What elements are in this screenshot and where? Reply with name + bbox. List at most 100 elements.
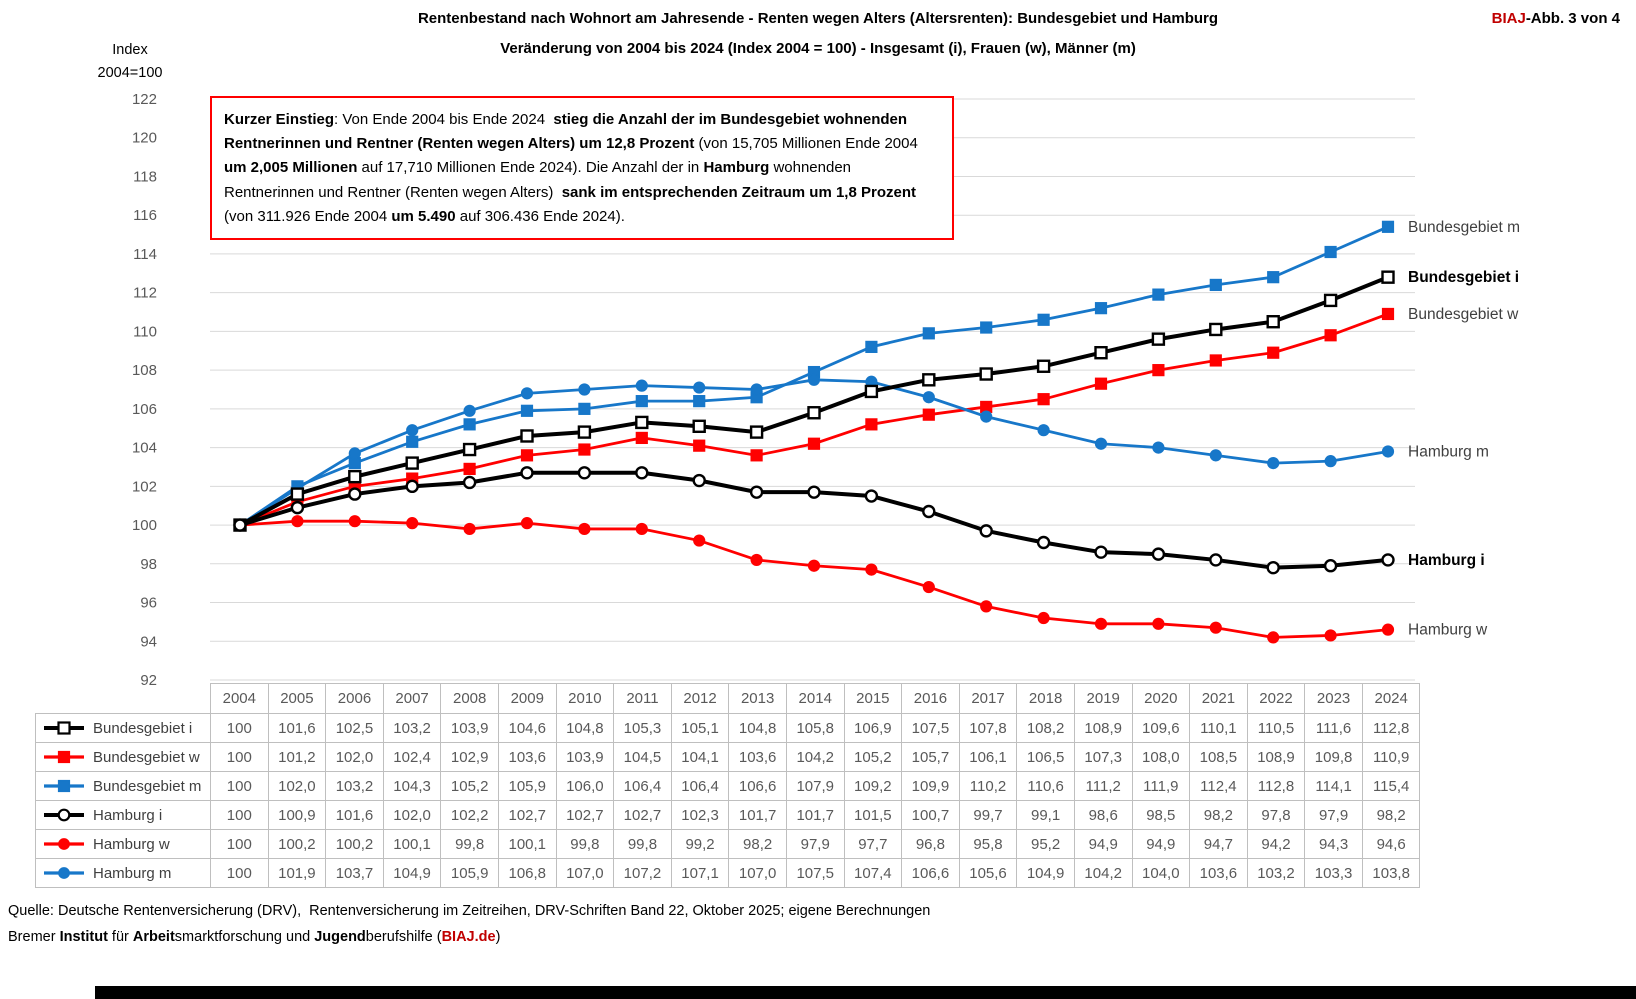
value-cell: 108,2: [1016, 713, 1075, 743]
series-marker: [807, 406, 821, 420]
series-marker: [348, 487, 362, 501]
value-cell: 102,7: [497, 800, 557, 830]
series-marker: [1036, 535, 1051, 550]
series-marker: [807, 373, 821, 386]
series-marker: [1209, 354, 1222, 367]
series-marker: [692, 473, 706, 488]
value-cell: 105,9: [440, 858, 499, 888]
series-end-label: Hamburg m: [1408, 443, 1489, 460]
circle-marker-legend-icon: [44, 867, 84, 879]
series-marker: [1381, 623, 1395, 636]
value-cell: 105,7: [901, 742, 960, 772]
value-cell: 106,8: [497, 858, 557, 888]
text-segment: stieg die Anzahl der im Bundesgebiet woh…: [224, 111, 912, 153]
year-header-cell: 2013: [728, 683, 787, 714]
value-cell: 106,1: [958, 742, 1018, 772]
value-cell: 108,9: [1246, 742, 1306, 772]
value-cell: 108,5: [1189, 742, 1248, 772]
text-segment: Arbeit: [132, 929, 175, 945]
series-legend: Bundesgebiet m: [36, 778, 210, 795]
value-cell: 110,1: [1189, 713, 1248, 743]
series-end-label: Bundesgebiet m: [1408, 219, 1520, 236]
y-axis-tick-label: 102: [132, 478, 157, 495]
y-axis-tick-label: 100: [132, 517, 157, 534]
value-cell: 101,6: [267, 713, 327, 743]
value-cell: 114,1: [1304, 771, 1363, 801]
text-segment: Kurzer Einstieg: [224, 111, 335, 128]
value-cell: 112,4: [1189, 771, 1248, 801]
series-marker: [1037, 393, 1050, 406]
value-cell: 104,5: [613, 742, 672, 772]
value-cell: 110,6: [1016, 771, 1075, 801]
text-segment: Quelle: Deutsche Rentenversicherung (DRV…: [8, 903, 931, 919]
y-axis-tick-label: 98: [140, 556, 157, 573]
value-cell: 109,6: [1131, 713, 1191, 743]
series-marker: [1267, 346, 1280, 359]
value-cell: 99,1: [1016, 800, 1075, 830]
series-marker: [807, 559, 821, 572]
figure-number-label: BIAJ-Abb. 3 von 4: [1492, 10, 1620, 27]
circle-marker-legend-icon: [44, 808, 84, 822]
page-title: Rentenbestand nach Wohnort am Jahresende…: [0, 10, 1636, 57]
year-header-cell: 2019: [1073, 683, 1133, 714]
series-marker: [1151, 332, 1166, 346]
series-end-label: Hamburg i: [1408, 552, 1485, 569]
series-marker: [1324, 455, 1337, 468]
value-cell: 104,2: [785, 742, 845, 772]
y-axis-tick-label: 110: [133, 323, 157, 340]
value-cell: 102,7: [613, 800, 672, 830]
value-cell: 110,9: [1361, 742, 1421, 772]
series-marker: [1152, 364, 1165, 377]
value-cell: 100: [210, 713, 269, 743]
value-cell: 102,0: [325, 742, 384, 772]
value-cell: 106,0: [555, 771, 615, 801]
value-cell: 104,2: [1073, 858, 1133, 888]
series-marker: [922, 408, 935, 421]
series-marker: [1094, 346, 1108, 360]
value-cell: 115,4: [1361, 771, 1421, 801]
series-marker: [635, 522, 648, 536]
value-cell: 106,9: [843, 713, 903, 743]
series-marker: [1094, 545, 1108, 559]
page-title-line2: Veränderung von 2004 bis 2024 (Index 200…: [500, 40, 1136, 57]
series-marker: [979, 524, 993, 538]
series-marker: [463, 522, 476, 536]
value-cell: 106,6: [728, 771, 787, 801]
value-cell: 94,7: [1189, 829, 1248, 859]
value-cell: 103,6: [497, 742, 557, 772]
year-header-cell: 2014: [785, 683, 845, 714]
series-legend: Hamburg i: [36, 807, 210, 824]
series-legend: Bundesgebiet w: [36, 749, 210, 766]
value-cell: 94,2: [1246, 829, 1306, 859]
table-corner-cell: [36, 684, 211, 714]
circle-marker-legend-icon: [44, 838, 84, 850]
series-marker: [578, 402, 591, 415]
series-marker: [1037, 313, 1050, 326]
text-segment: smarktforschung und: [174, 929, 315, 945]
value-cell: 98,6: [1073, 800, 1133, 830]
series-marker: [807, 485, 821, 499]
series-marker: [693, 534, 706, 547]
series-marker: [1267, 456, 1280, 470]
text-segment: (von 311.926 Ende 2004: [224, 183, 921, 225]
year-header-cell: 2022: [1246, 683, 1306, 714]
y-axis-tick-label: 108: [132, 362, 157, 379]
series-marker: [1094, 437, 1108, 450]
series-bundesgebiet-m: [233, 220, 1395, 532]
year-header-cell: 2005: [267, 683, 327, 714]
text-segment: BIAJ: [1491, 10, 1526, 27]
series-marker: [1267, 631, 1280, 644]
value-cell: 100: [210, 742, 269, 772]
year-header-cell: 2008: [440, 683, 499, 714]
value-cell: 103,3: [1304, 858, 1363, 888]
summary-callout-box: Kurzer Einstieg: Von Ende 2004 bis Ende …: [210, 96, 954, 241]
y-axis-tick-label: 122: [132, 91, 157, 108]
y-axis-tick-label: 106: [132, 401, 157, 418]
series-marker: [1381, 307, 1395, 321]
value-cell: 103,7: [325, 858, 384, 888]
value-cell: 94,9: [1073, 829, 1133, 859]
value-cell: 105,6: [958, 858, 1018, 888]
series-marker: [1151, 547, 1166, 561]
series-marker: [1323, 559, 1338, 573]
value-cell: 101,9: [267, 858, 327, 888]
